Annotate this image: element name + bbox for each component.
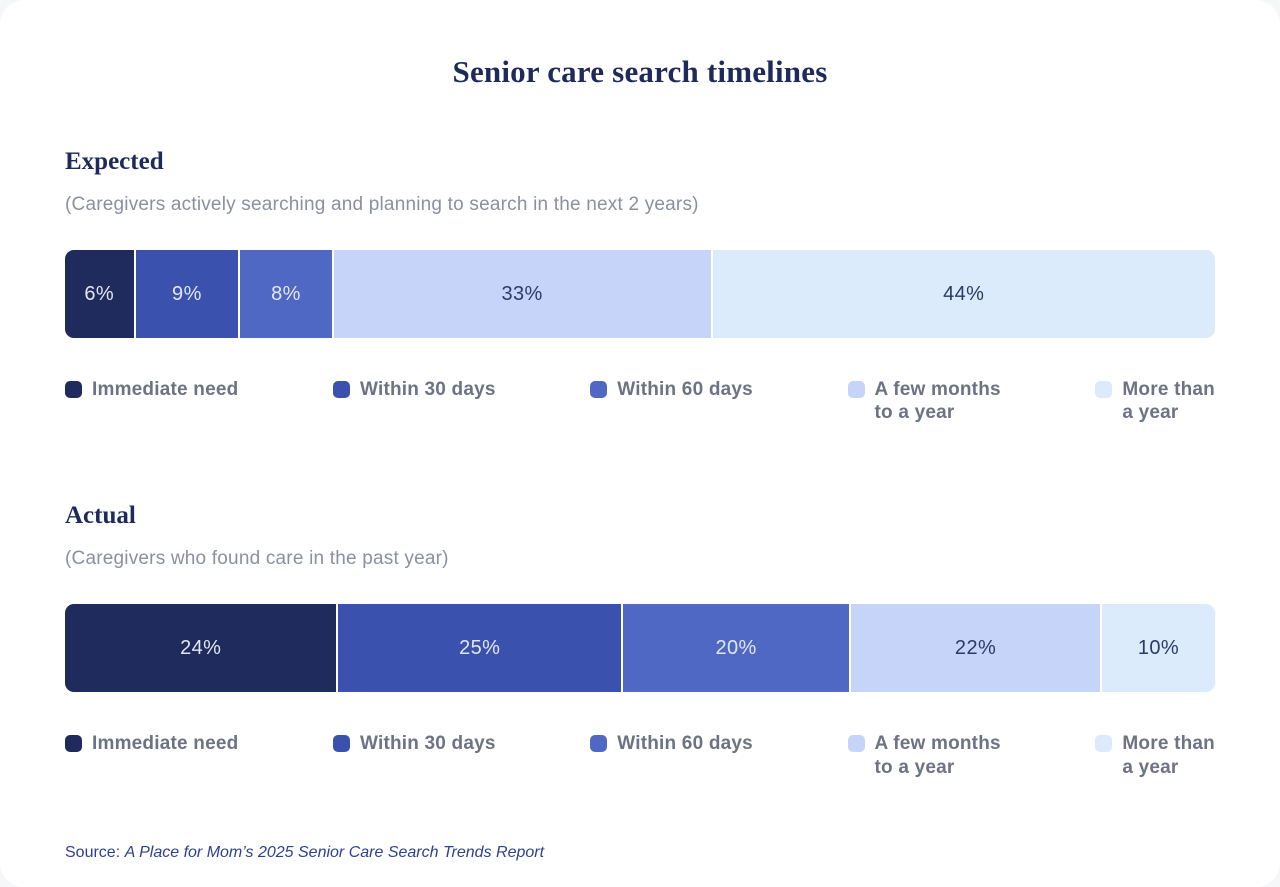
legend-item-immediate-need: Immediate need <box>65 378 238 401</box>
stacked-bar-expected: 6% 9% 8% 33% 44% <box>65 250 1215 338</box>
legend-label: Within 30 days <box>360 733 496 755</box>
section-subtitle-actual: (Caregivers who found care in the past y… <box>65 548 449 570</box>
bar-segment-more-than-year: 10% <box>1101 604 1215 693</box>
legend-label: A few months to a year <box>874 733 1001 778</box>
legend-label: A few months to a year <box>874 379 1001 424</box>
legend-actual: Immediate need Within 30 days Within 60 da… <box>65 732 1215 778</box>
legend-item-few-months-to-year: A few months to a year <box>847 378 1001 424</box>
section-subtitle-expected: (Caregivers actively searching and plann… <box>65 194 699 215</box>
legend-label: More than a year <box>1122 733 1215 778</box>
bar-segment-within-30-days: 25% <box>338 604 622 693</box>
legend-item-few-months-to-year: A few months to a year <box>847 732 1001 778</box>
legend-swatch-within-60-days <box>590 381 608 398</box>
bar-segment-within-60-days: 20% <box>623 604 850 693</box>
bar-segment-few-months-to-year: 22% <box>851 604 1100 693</box>
legend-label: Within 60 days <box>617 733 753 755</box>
legend-swatch-within-30-days <box>333 381 350 398</box>
page-title: Senior care search timelines <box>452 54 828 89</box>
bar-segment-few-months-to-year: 33% <box>333 250 711 338</box>
legend-item-within-60-days: Within 60 days <box>590 378 753 401</box>
legend-swatch-few-months-to-year <box>847 735 865 753</box>
legend-expected: Immediate need Within 30 days Within 60 da… <box>65 378 1215 424</box>
legend-label: Immediate need <box>92 733 239 755</box>
section-heading-actual: Actual <box>65 502 136 530</box>
legend-label: Immediate need <box>92 379 239 400</box>
legend-swatch-few-months-to-year <box>847 381 865 398</box>
bar-segment-immediate-need: 24% <box>65 604 337 693</box>
legend-item-more-than-year: More than a year <box>1095 732 1215 778</box>
legend-item-immediate-need: Immediate need <box>65 732 238 755</box>
bar-segment-more-than-year: 44% <box>712 250 1215 338</box>
legend-item-within-30-days: Within 30 days <box>333 378 496 401</box>
legend-item-within-30-days: Within 30 days <box>333 732 496 755</box>
legend-swatch-immediate-need <box>65 735 82 753</box>
bar-segment-within-30-days: 9% <box>135 250 239 338</box>
legend-label: More than a year <box>1122 379 1215 424</box>
section-expected: Expected (Caregivers actively searching … <box>65 146 1215 424</box>
legend-item-more-than-year: More than a year <box>1095 378 1215 424</box>
legend-swatch-more-than-year <box>1095 381 1113 398</box>
bar-segment-within-60-days: 8% <box>240 250 332 338</box>
source-prefix: Source: <box>65 843 121 861</box>
legend-swatch-within-60-days <box>590 735 608 753</box>
stacked-bar-actual: 24% 25% 20% 22% 10% <box>65 604 1215 693</box>
section-heading-expected: Expected <box>65 148 164 175</box>
legend-swatch-more-than-year <box>1095 735 1113 753</box>
source-citation: A Place for Mom’s 2025 Senior Care Searc… <box>124 843 545 861</box>
legend-swatch-within-30-days <box>333 735 350 753</box>
section-actual: Actual (Caregivers who found care in the… <box>65 500 1215 778</box>
bar-segment-immediate-need: 6% <box>65 250 134 338</box>
legend-swatch-immediate-need <box>65 381 82 398</box>
legend-item-within-60-days: Within 60 days <box>590 732 753 755</box>
source-line: Source: A Place for Mom’s 2025 Senior Ca… <box>65 843 1215 863</box>
legend-label: Within 30 days <box>360 379 496 400</box>
legend-label: Within 60 days <box>617 379 753 400</box>
